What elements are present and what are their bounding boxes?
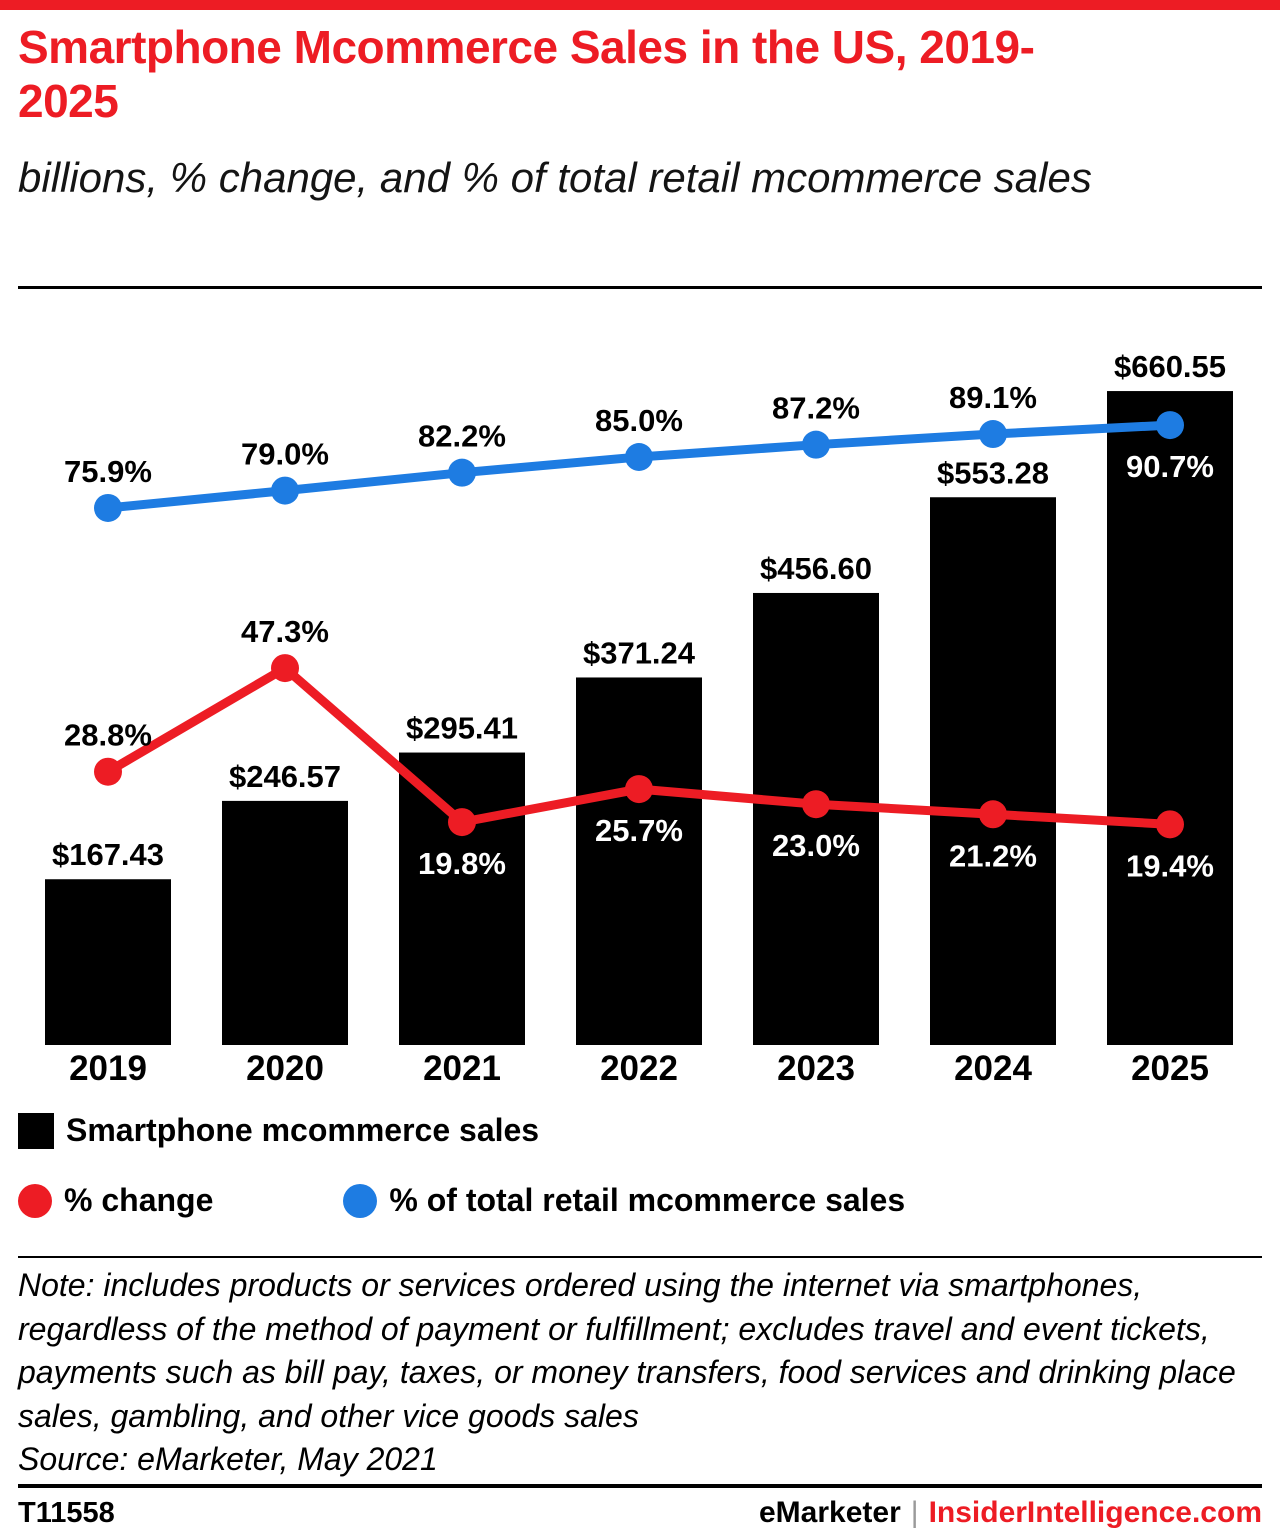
blue-dot-icon bbox=[343, 1183, 378, 1218]
legend-item-bars: Smartphone mcommerce sales bbox=[18, 1112, 539, 1149]
bar-2025 bbox=[1107, 391, 1233, 1045]
bar-value-label-2024: $553.28 bbox=[937, 455, 1049, 490]
blue-value-label-2023: 87.2% bbox=[772, 391, 860, 426]
x-axis-label-2021: 2021 bbox=[423, 1049, 501, 1088]
blue-value-label-2020: 79.0% bbox=[241, 437, 329, 472]
bar-value-label-2022: $371.24 bbox=[583, 635, 696, 670]
x-axis-label-2019: 2019 bbox=[69, 1049, 147, 1088]
red-line-point-2020 bbox=[271, 654, 299, 683]
red-dot-icon bbox=[18, 1183, 52, 1218]
red-value-label-2019: 28.8% bbox=[64, 718, 152, 753]
bar-value-label-2019: $167.43 bbox=[52, 837, 164, 872]
source-text: Source: eMarketer, May 2021 bbox=[18, 1441, 438, 1478]
blue-line-point-2020 bbox=[271, 476, 299, 505]
blue-line-point-2025 bbox=[1156, 411, 1184, 440]
brand-top-bar bbox=[0, 0, 1280, 10]
x-axis-label-2023: 2023 bbox=[777, 1049, 855, 1088]
note-divider bbox=[18, 1256, 1262, 1258]
bar-2020 bbox=[222, 800, 348, 1045]
red-line-point-2023 bbox=[802, 790, 830, 819]
page-subtitle: billions, % change, and % of total retai… bbox=[18, 154, 1092, 201]
blue-value-label-2025: 90.7% bbox=[1126, 449, 1214, 484]
red-value-label-2025: 19.4% bbox=[1126, 848, 1214, 883]
header-divider bbox=[18, 286, 1262, 289]
red-value-label-2022: 25.7% bbox=[595, 813, 683, 848]
red-line-point-2019 bbox=[94, 757, 122, 786]
legend-item-pct-change: % change bbox=[18, 1182, 213, 1219]
blue-value-label-2022: 85.0% bbox=[595, 403, 683, 438]
page-title: Smartphone Mcommerce Sales in the US, 20… bbox=[18, 21, 1035, 128]
blue-line-point-2021 bbox=[448, 458, 476, 487]
bar-2023 bbox=[753, 592, 879, 1045]
x-axis-label-2025: 2025 bbox=[1131, 1049, 1209, 1088]
blue-line-point-2024 bbox=[979, 420, 1007, 449]
legend-item-pct-total: % of total retail mcommerce sales bbox=[343, 1182, 905, 1219]
footer-divider bbox=[18, 1484, 1262, 1488]
x-axis-label-2024: 2024 bbox=[954, 1049, 1032, 1088]
red-line-point-2024 bbox=[979, 800, 1007, 829]
blue-line-point-2022 bbox=[625, 443, 653, 471]
bar-2021 bbox=[399, 752, 525, 1045]
x-axis-label-2022: 2022 bbox=[600, 1049, 678, 1088]
bar-value-label-2025: $660.55 bbox=[1114, 349, 1226, 384]
blue-line-point-2023 bbox=[802, 430, 830, 459]
red-value-label-2024: 21.2% bbox=[949, 838, 1037, 873]
note-block: Note: includes products or services orde… bbox=[18, 1264, 1264, 1482]
red-value-label-2021: 19.8% bbox=[418, 846, 506, 881]
brand-name: eMarketer bbox=[759, 1496, 901, 1529]
blue-value-label-2019: 75.9% bbox=[64, 454, 152, 489]
bar-swatch-icon bbox=[18, 1112, 54, 1149]
blue-line-point-2019 bbox=[94, 493, 122, 522]
legend-row-lines: % change % of total retail mcommerce sal… bbox=[18, 1182, 905, 1219]
red-line-point-2022 bbox=[625, 775, 653, 804]
bar-value-label-2021: $295.41 bbox=[406, 711, 518, 746]
red-line-point-2025 bbox=[1156, 810, 1184, 839]
blue-value-label-2021: 82.2% bbox=[418, 419, 506, 454]
legend-bar-label: Smartphone mcommerce sales bbox=[66, 1112, 540, 1148]
legend-red-label: % change bbox=[64, 1182, 214, 1218]
bar-value-label-2023: $456.60 bbox=[760, 551, 872, 586]
blue-value-label-2024: 89.1% bbox=[949, 380, 1037, 415]
bar-2024 bbox=[930, 497, 1056, 1045]
legend-blue-label: % of total retail mcommerce sales bbox=[389, 1182, 906, 1218]
brand-area: eMarketer | InsiderIntelligence.com bbox=[759, 1496, 1262, 1530]
chart-id: T11558 bbox=[18, 1496, 115, 1529]
red-value-label-2023: 23.0% bbox=[772, 828, 860, 863]
bar-2019 bbox=[45, 879, 171, 1045]
footer: T11558 eMarketer | InsiderIntelligence.c… bbox=[18, 1496, 1262, 1530]
red-line-point-2021 bbox=[448, 808, 476, 837]
brand-divider-glyph: | bbox=[910, 1496, 919, 1529]
brand-site-link: InsiderIntelligence.com bbox=[928, 1496, 1262, 1529]
bar-2022 bbox=[576, 677, 702, 1045]
bar-value-label-2020: $246.57 bbox=[229, 759, 341, 794]
x-axis-label-2020: 2020 bbox=[246, 1049, 324, 1088]
legend-row-bars: Smartphone mcommerce sales bbox=[18, 1112, 539, 1149]
note-text: Note: includes products or services orde… bbox=[18, 1267, 1236, 1434]
red-value-label-2020: 47.3% bbox=[241, 614, 329, 649]
